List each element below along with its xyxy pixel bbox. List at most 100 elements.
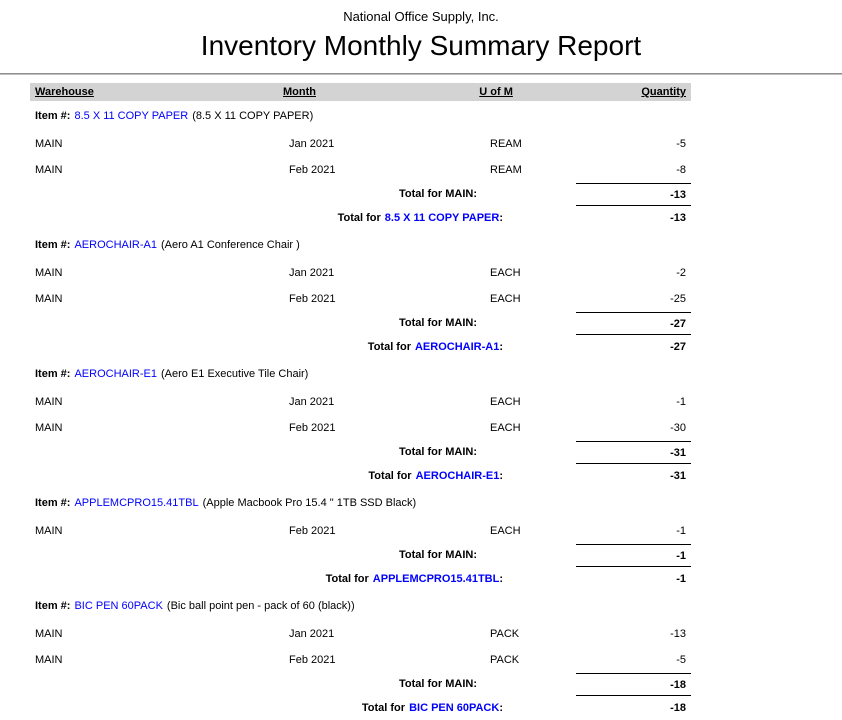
item-code-link[interactable]: APPLEMCPRO15.41TBL [74,497,199,509]
inventory-row: MAIN Jan 2021 EACH -2 [30,260,691,286]
company-name: National Office Supply, Inc. [343,9,499,24]
month-cell: Feb 2021 [289,654,336,666]
quantity-cell: -1 [676,525,686,537]
warehouse-cell: MAIN [35,164,63,176]
item-header-row: Item #: AEROCHAIR-E1 (Aero E1 Executive Ti… [30,359,691,389]
warehouse-cell: MAIN [35,267,63,279]
total-for-label: Total for [367,340,411,353]
month-cell: Feb 2021 [289,164,336,176]
item-header-row: Item #: 8.5 X 11 COPY PAPER (8.5 X 11 COPY… [30,101,691,131]
item-code-link[interactable]: AEROCHAIR-E1 [74,368,157,380]
quantity-cell: -5 [676,138,686,150]
uom-cell: EACH [490,396,521,408]
inventory-row: MAIN Jan 2021 EACH -1 [30,389,691,415]
month-cell: Feb 2021 [289,293,336,305]
total-for-label: Total for [361,701,406,714]
warehouse-total-label: Total for MAIN: [398,549,477,561]
item-total-row: Total for AEROCHAIR-A1: -27 [30,334,691,359]
column-header-uom: U of M [479,86,513,98]
item-code-link[interactable]: 8.5 X 11 COPY PAPER [74,110,189,122]
item-total-row: Total for BIC PEN 60PACK: -18 [30,695,691,720]
report-section: Item #: AEROCHAIR-E1 (Aero E1 Executive Ti… [30,359,691,488]
item-description: (Apple Macbook Pro 15.4 " 1TB SSD Black) [202,497,417,509]
warehouse-total-value: -13 [576,183,691,205]
warehouse-cell: MAIN [35,293,63,305]
warehouse-cell: MAIN [35,628,63,640]
uom-cell: EACH [490,267,521,279]
report-section: Item #: APPLEMCPRO15.41TBL (Apple Macbook … [30,488,691,591]
item-total-value: -27 [576,334,691,359]
month-cell: Jan 2021 [289,267,335,279]
item-description: (Bic ball point pen - pack of 60 (black)… [166,600,355,612]
inventory-row: MAIN Feb 2021 REAM -8 [30,157,691,183]
quantity-cell: -5 [676,654,686,666]
inventory-row: MAIN Jan 2021 REAM -5 [30,131,691,157]
item-header-row: Item #: BIC PEN 60PACK (Bic ball point pen… [30,591,691,621]
item-code-link[interactable]: 8.5 X 11 COPY PAPER [384,211,500,224]
item-number-label: Item #: [35,110,71,122]
item-code-link[interactable]: AEROCHAIR-A1 [414,340,500,353]
item-description: (Aero E1 Executive Tile Chair) [161,368,309,380]
header-divider [0,73,842,75]
item-number-label: Item #: [35,497,71,509]
warehouse-total-value: -1 [576,544,691,566]
report-section: Item #: AEROCHAIR-A1 (Aero A1 Conference C… [30,230,691,359]
report-section: Item #: BIC PEN 60PACK (Bic ball point pen… [30,591,691,720]
warehouse-total-value: -27 [576,312,691,334]
item-total-label: Total for AEROCHAIR-E1: [30,470,503,482]
inventory-row: MAIN Feb 2021 EACH -30 [30,415,691,441]
colon-label: : [499,572,503,585]
report-body: Item #: 8.5 X 11 COPY PAPER (8.5 X 11 COPY… [30,101,691,720]
warehouse-cell: MAIN [35,138,63,150]
report-section: Item #: 8.5 X 11 COPY PAPER (8.5 X 11 COPY… [30,101,691,230]
inventory-row: MAIN Feb 2021 EACH -25 [30,286,691,312]
item-description: (Aero A1 Conference Chair ) [161,239,300,251]
item-code-link[interactable]: APPLEMCPRO15.41TBL [372,572,500,585]
item-total-label: Total for APPLEMCPRO15.41TBL: [30,573,503,585]
inventory-row: MAIN Feb 2021 EACH -1 [30,518,691,544]
uom-cell: REAM [490,164,522,176]
item-total-label: Total for 8.5 X 11 COPY PAPER: [30,212,503,224]
item-header-row: Item #: APPLEMCPRO15.41TBL (Apple Macbook … [30,488,691,518]
colon-label: : [499,211,503,224]
item-code-link[interactable]: BIC PEN 60PACK [74,600,163,612]
column-header-row: Warehouse Month U of M Quantity [30,83,691,101]
item-total-value: -18 [576,695,691,720]
warehouse-cell: MAIN [35,525,63,537]
warehouse-total-value: -31 [576,441,691,463]
item-total-label: Total for AEROCHAIR-A1: [30,341,503,353]
item-total-row: Total for 8.5 X 11 COPY PAPER: -13 [30,205,691,230]
warehouse-total-label: Total for MAIN: [398,678,477,690]
colon-label: : [499,701,503,714]
item-code-link[interactable]: AEROCHAIR-E1 [415,469,500,482]
warehouse-total-row: Total for MAIN: -1 [30,544,691,566]
warehouse-total-row: Total for MAIN: -13 [30,183,691,205]
item-number-label: Item #: [35,600,71,612]
warehouse-cell: MAIN [35,422,63,434]
month-cell: Jan 2021 [289,138,335,150]
item-total-value: -13 [576,205,691,230]
item-total-value: -1 [576,566,691,591]
uom-cell: REAM [490,138,522,150]
total-for-label: Total for [337,211,381,224]
quantity-cell: -1 [676,396,686,408]
uom-cell: EACH [490,525,521,537]
item-total-row: Total for APPLEMCPRO15.41TBL: -1 [30,566,691,591]
colon-label: : [499,340,503,353]
uom-cell: PACK [490,654,520,666]
item-total-row: Total for AEROCHAIR-E1: -31 [30,463,691,488]
item-code-link[interactable]: AEROCHAIR-A1 [74,239,157,251]
page-title: Inventory Monthly Summary Report [200,30,642,61]
warehouse-total-row: Total for MAIN: -31 [30,441,691,463]
warehouse-cell: MAIN [35,396,63,408]
quantity-cell: -2 [676,267,686,279]
item-code-link[interactable]: BIC PEN 60PACK [409,701,500,714]
uom-cell: EACH [490,422,521,434]
colon-label: : [499,469,503,482]
column-header-warehouse: Warehouse [35,86,94,98]
warehouse-total-value: -18 [576,673,691,695]
uom-cell: EACH [490,293,521,305]
inventory-row: MAIN Jan 2021 PACK -13 [30,621,691,647]
item-description: (8.5 X 11 COPY PAPER) [192,110,314,122]
item-number-label: Item #: [35,368,71,380]
